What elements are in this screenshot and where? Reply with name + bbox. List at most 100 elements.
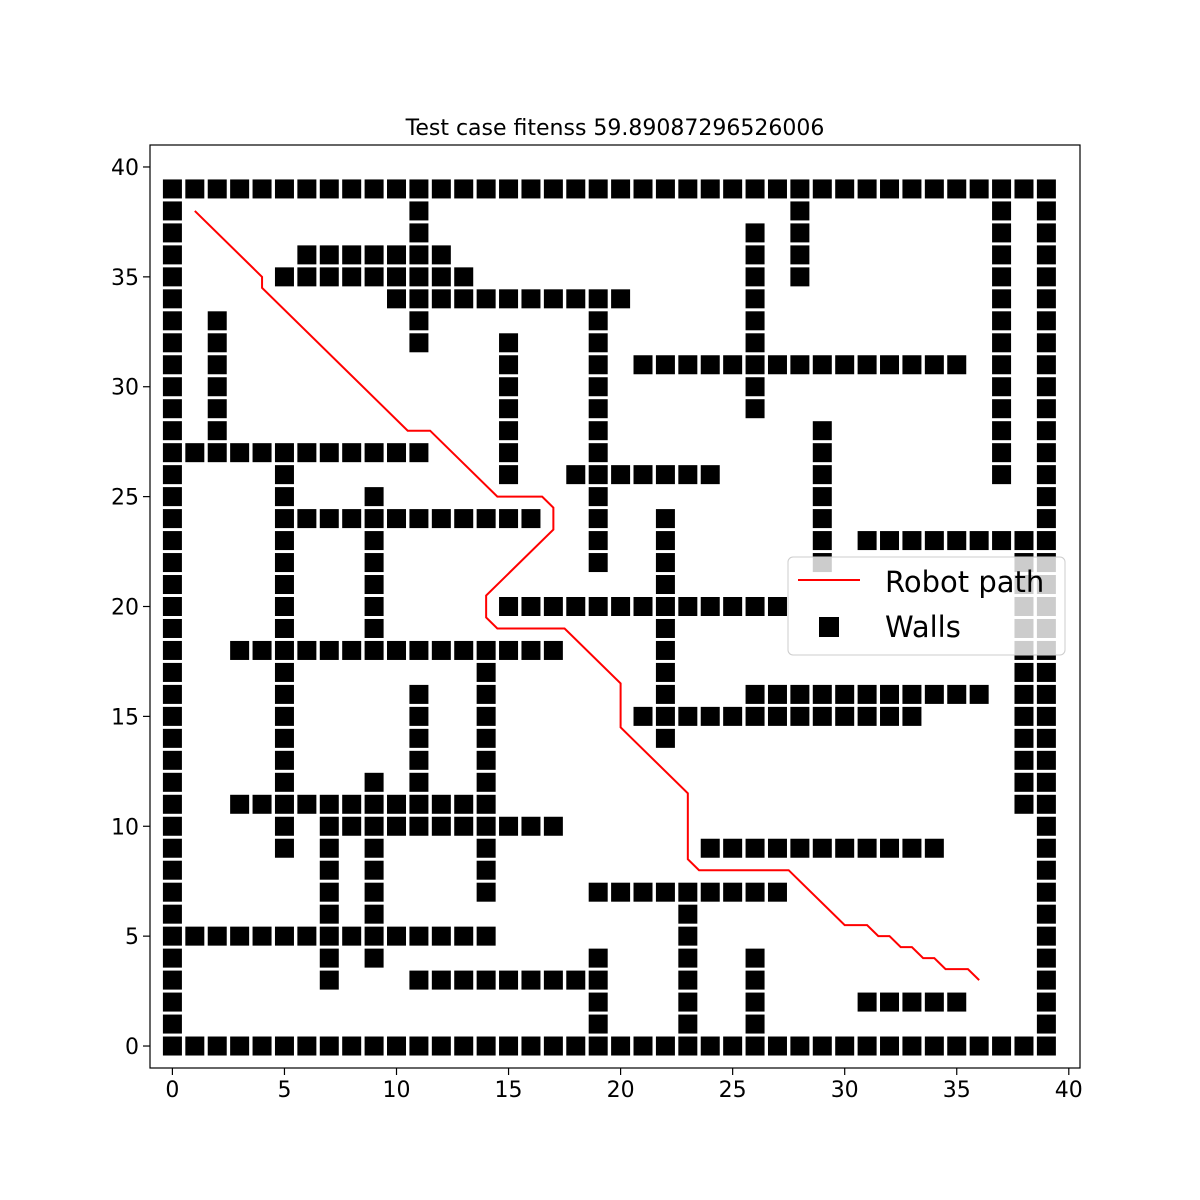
wall-cell [387,1036,407,1056]
wall-cell [992,465,1012,485]
wall-cell [790,267,810,287]
wall-cell [790,838,810,858]
wall-cell [1036,223,1056,243]
x-tick-label: 15 [495,1078,523,1103]
wall-cell [611,597,631,616]
wall-cell [499,421,519,441]
wall-cell [319,1036,339,1056]
wall-cell [342,1036,362,1056]
wall-cell [499,333,519,353]
ticks-layer: 0 5 10 15 20 25 30 35 40 0 5 10 15 20 25 30 35 40 [111,156,1083,1103]
wall-cell [812,355,832,375]
wall-cell [431,267,451,287]
wall-cell [1036,948,1056,968]
wall-cell [364,772,384,792]
wall-cell [588,597,608,616]
wall-cell [723,597,743,616]
wall-cell [252,640,272,660]
x-tick-label: 0 [165,1078,179,1103]
wall-cell [655,597,675,616]
wall-cell [387,267,407,287]
wall-cell [655,465,675,485]
wall-cell [745,399,765,419]
wall-cell [633,1036,653,1056]
wall-cell [364,575,384,595]
x-tick-label: 5 [277,1078,291,1103]
wall-cell [499,355,519,375]
wall-cell [1036,838,1056,858]
wall-cell [969,179,989,199]
wall-cell [588,333,608,353]
wall-cell [319,794,339,814]
wall-cell [655,882,675,902]
wall-cell [655,684,675,704]
wall-cell [790,201,810,221]
wall-cell [409,201,429,221]
wall-cell [499,465,519,485]
wall-cell [655,575,675,595]
wall-cell [274,706,294,726]
wall-cell [319,860,339,880]
wall-cell [1014,706,1034,726]
wall-cell [678,706,698,726]
wall-cell [745,706,765,726]
wall-cell [297,509,317,529]
wall-cell [499,816,519,836]
wall-cell [454,1036,474,1056]
wall-cell [902,1036,922,1056]
wall-cell [409,684,429,704]
wall-cell [454,179,474,199]
wall-cell [162,223,182,243]
wall-cell [857,531,877,551]
wall-cell [499,443,519,463]
wall-cell [1036,509,1056,529]
wall-cell [1036,728,1056,748]
wall-cell [387,289,407,309]
wall-cell [364,443,384,463]
wall-cell [364,618,384,638]
wall-cell [476,838,496,858]
wall-cell [230,926,250,946]
wall-cell [476,772,496,792]
wall-cell [162,882,182,902]
wall-cell [588,948,608,968]
wall-cell [1036,662,1056,682]
wall-cell [588,882,608,902]
wall-cell [162,179,182,199]
wall-cell [992,377,1012,397]
wall-cell [342,443,362,463]
y-tick-label: 15 [111,705,139,730]
wall-cell [1036,421,1056,441]
wall-cell [431,794,451,814]
wall-cell [969,684,989,704]
wall-cell [1014,662,1034,682]
wall-cell [499,509,519,529]
wall-cell [521,289,541,309]
wall-cell [633,179,653,199]
wall-cell [342,179,362,199]
path-layer [194,210,980,981]
x-tick-label: 40 [1055,1078,1083,1103]
wall-cell [790,1036,810,1056]
wall-cell [655,179,675,199]
wall-cell [611,1036,631,1056]
wall-cell [745,333,765,353]
wall-cell [162,1036,182,1056]
wall-cell [319,816,339,836]
wall-cell [162,1014,182,1034]
wall-cell [387,509,407,529]
wall-cell [476,970,496,990]
wall-cell [1036,333,1056,353]
wall-cell [162,531,182,551]
wall-cell [700,706,720,726]
wall-cell [476,509,496,529]
wall-cell [880,531,900,551]
wall-cell [454,509,474,529]
wall-cell [992,399,1012,419]
wall-cell [835,1036,855,1056]
wall-cell [767,838,787,858]
wall-cell [1036,772,1056,792]
wall-cell [588,465,608,485]
y-tick-label: 25 [111,486,139,511]
wall-cell [1036,904,1056,924]
